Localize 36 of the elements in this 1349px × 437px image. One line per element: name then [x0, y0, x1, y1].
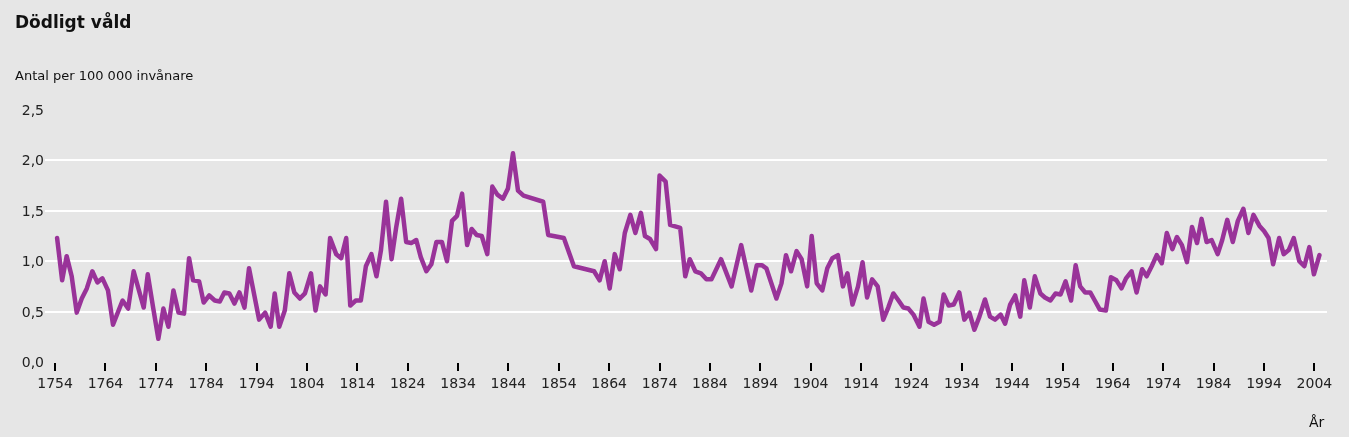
x-axis-title: År [1309, 414, 1325, 430]
y-tick-label: 2,0 [21, 152, 44, 169]
x-tick-label: 1844 [490, 374, 527, 391]
x-tick-label: 1984 [1195, 374, 1232, 391]
chart-title: Dödligt våld [15, 11, 132, 32]
x-tick-label: 1994 [1246, 374, 1282, 391]
x-tick-label: 1934 [943, 374, 980, 391]
x-tick-label: 1954 [1044, 374, 1081, 391]
line-series [54, 151, 1322, 342]
x-tick-label: 1814 [339, 374, 376, 391]
x-tick-label: 1824 [389, 374, 426, 391]
x-tick-label: 1794 [238, 374, 275, 391]
x-tick-label: 1974 [1145, 374, 1182, 391]
x-tick-label: 1924 [893, 374, 930, 391]
x-tick-label: 1834 [440, 374, 476, 391]
x-tick-label: 1774 [138, 374, 174, 391]
x-tick-label: 1864 [591, 374, 628, 391]
y-tick-label: 1,5 [21, 202, 44, 219]
x-tick-label: 1854 [540, 374, 577, 391]
x-tick-label: 1904 [792, 374, 829, 391]
x-tick-label: 1784 [188, 374, 225, 391]
x-tick-label: 1754 [37, 374, 73, 391]
x-tick-label: 1964 [1095, 374, 1131, 391]
x-tick-label: 1764 [87, 374, 124, 391]
x-tick-label: 1874 [641, 374, 678, 391]
y-tick-label: 1,0 [21, 253, 44, 270]
y-tick-label: 2,5 [21, 101, 44, 118]
x-tick-label: 1884 [692, 374, 728, 391]
x-tick-label: 1894 [742, 374, 779, 391]
x-tick-label: 1944 [994, 374, 1031, 391]
x-tick-label: 1914 [843, 374, 879, 391]
x-tick-label: 2004 [1296, 374, 1333, 391]
y-tick-label: 0,0 [21, 353, 44, 370]
x-tick-label: 1804 [289, 374, 325, 391]
y-tick-label: 0,5 [21, 303, 44, 320]
y-axis-title: Antal per 100 000 invånare [15, 68, 194, 83]
